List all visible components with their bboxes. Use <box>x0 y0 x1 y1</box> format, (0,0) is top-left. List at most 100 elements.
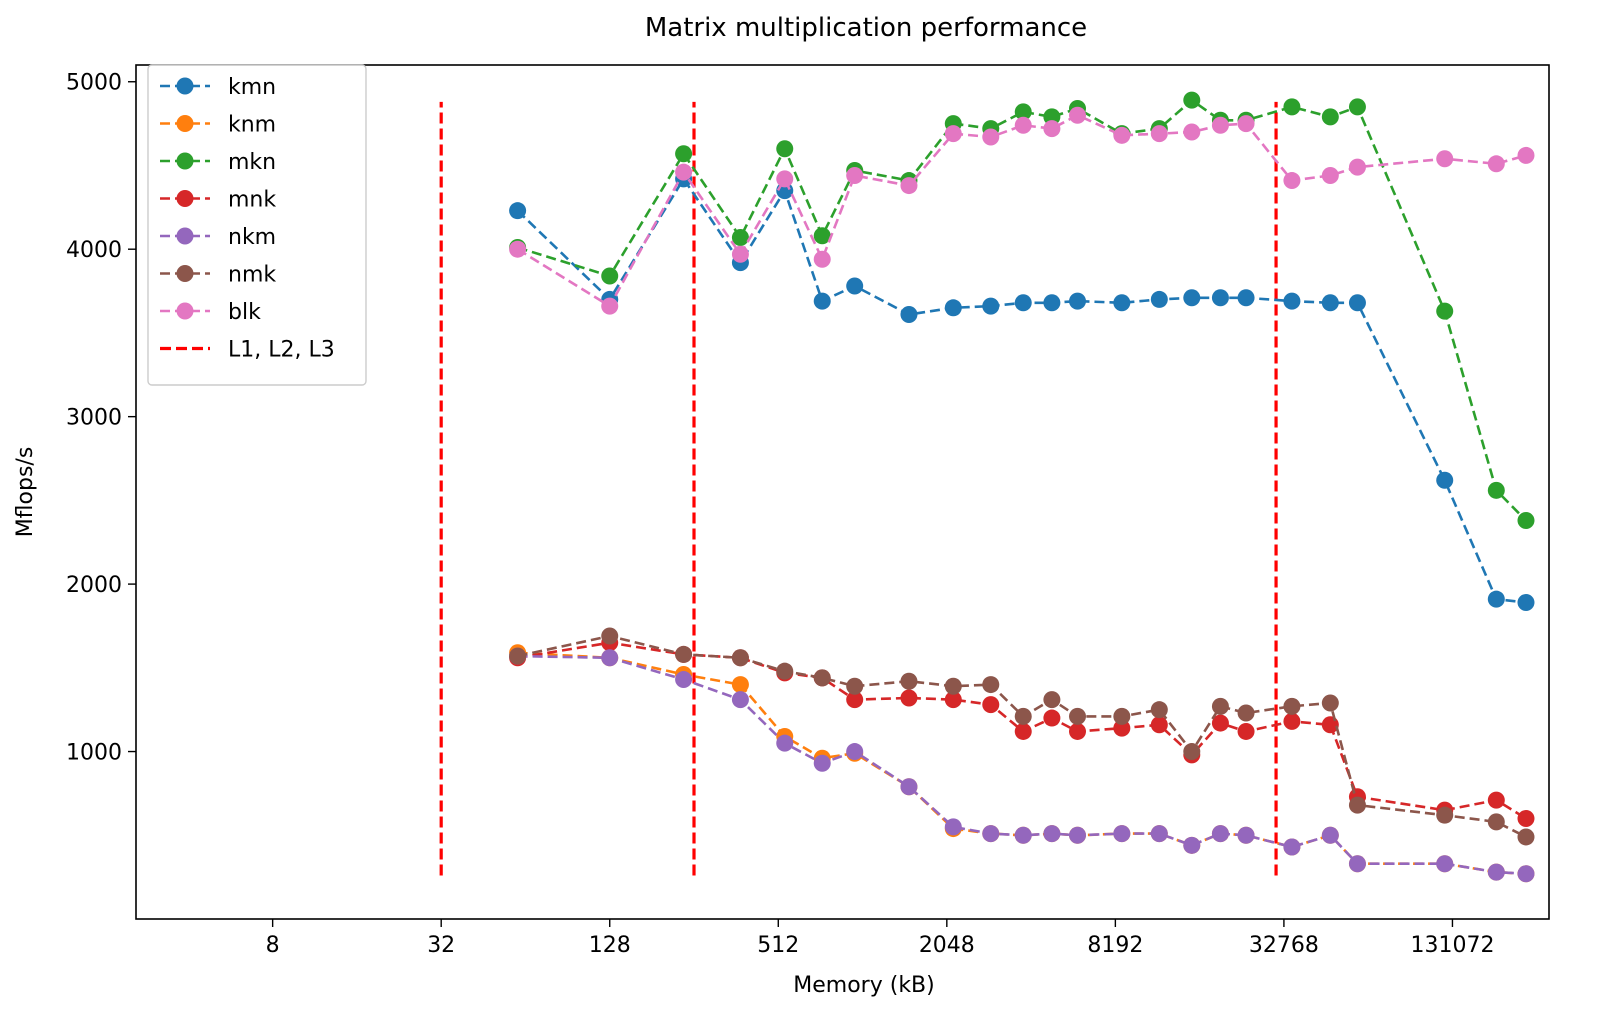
data-point-knm <box>731 676 749 694</box>
data-point-mnk <box>1237 722 1255 740</box>
data-point-nkm <box>1517 865 1535 883</box>
data-point-blk <box>1150 125 1168 143</box>
data-point-nkm <box>675 671 693 689</box>
legend-marker <box>176 77 194 95</box>
data-point-kmn <box>1211 289 1229 307</box>
data-point-blk <box>813 250 831 268</box>
legend-label: knm <box>228 113 276 138</box>
x-tick-label: 2048 <box>919 933 975 958</box>
data-point-nkm <box>944 818 962 836</box>
data-point-blk <box>1517 146 1535 164</box>
legend-marker <box>176 265 194 282</box>
data-point-nmk <box>982 676 1000 694</box>
data-point-blk <box>1183 123 1201 141</box>
data-point-nmk <box>1487 813 1505 831</box>
data-point-nkm <box>1211 825 1229 843</box>
legend-label: nmk <box>228 263 276 288</box>
data-point-nkm <box>1183 836 1201 854</box>
data-point-kmn <box>1113 294 1131 312</box>
data-point-nmk <box>509 647 527 665</box>
data-point-mnk <box>1069 722 1087 740</box>
data-point-blk <box>1069 106 1087 124</box>
legend-label: blk <box>228 300 261 325</box>
data-point-mkn <box>1348 98 1366 116</box>
data-point-kmn <box>1487 590 1505 608</box>
data-point-nkm <box>813 754 831 772</box>
data-point-blk <box>1436 150 1454 168</box>
data-point-kmn <box>1069 292 1087 310</box>
legend-label: kmn <box>228 75 276 100</box>
data-point-nkm <box>1321 826 1339 844</box>
data-point-mkn <box>813 227 831 245</box>
data-point-blk <box>1043 120 1061 138</box>
data-point-nmk <box>1517 828 1535 846</box>
data-point-kmn <box>509 202 527 220</box>
data-point-blk <box>776 170 794 188</box>
data-point-kmn <box>944 299 962 317</box>
data-point-nkm <box>731 691 749 709</box>
data-point-blk <box>944 125 962 143</box>
data-point-mnk <box>900 689 918 707</box>
data-point-mnk <box>1321 716 1339 734</box>
data-point-nmk <box>846 677 864 695</box>
data-point-blk <box>1237 115 1255 133</box>
x-tick-label: 32768 <box>1249 933 1319 958</box>
series-line-mkn <box>517 98 1527 522</box>
data-point-mnk <box>1014 722 1032 740</box>
data-point-nkm <box>601 649 619 667</box>
plot-area <box>439 91 1535 883</box>
data-point-blk <box>675 163 693 181</box>
legend-entry: nmk <box>160 263 276 288</box>
data-point-blk <box>1014 116 1032 134</box>
data-point-nmk <box>1211 697 1229 715</box>
data-point-blk <box>982 128 1000 146</box>
data-point-nmk <box>1348 796 1366 814</box>
data-point-mnk <box>944 691 962 709</box>
data-point-nmk <box>944 677 962 695</box>
data-point-nkm <box>1283 838 1301 856</box>
legend-label: mnk <box>228 188 276 213</box>
legend-marker <box>176 115 194 132</box>
data-point-mnk <box>982 696 1000 714</box>
data-point-nkm <box>1237 826 1255 844</box>
data-point-nmk <box>900 672 918 690</box>
data-point-blk <box>846 167 864 185</box>
data-point-blk <box>731 245 749 263</box>
data-point-nkm <box>776 734 794 752</box>
data-point-nmk <box>1237 704 1255 722</box>
data-point-blk <box>1113 126 1131 144</box>
data-point-mkn <box>675 145 693 163</box>
legend-marker <box>176 227 194 245</box>
data-point-nmk <box>1283 697 1301 715</box>
legend-entry: L1, L2, L3 <box>160 338 335 363</box>
legend-marker <box>176 302 194 320</box>
data-point-blk <box>1283 172 1301 190</box>
data-point-nkm <box>982 825 1000 843</box>
x-tick-label: 8192 <box>1087 933 1143 958</box>
data-point-nmk <box>1150 701 1168 719</box>
data-point-mkn <box>731 228 749 246</box>
data-point-mkn <box>1183 91 1201 109</box>
data-point-mnk <box>1283 712 1301 730</box>
legend-entry: knm <box>160 113 276 138</box>
data-point-mkn <box>1283 98 1301 116</box>
data-point-kmn <box>900 306 918 324</box>
data-point-blk <box>900 177 918 195</box>
data-point-nmk <box>601 627 619 645</box>
y-tick-label: 3000 <box>66 406 122 431</box>
data-point-nkm <box>846 743 864 761</box>
data-point-mkn <box>1321 108 1339 126</box>
x-tick-label: 512 <box>757 933 799 958</box>
legend-entry: kmn <box>160 75 276 100</box>
data-point-nkm <box>1014 826 1032 844</box>
data-point-kmn <box>1183 289 1201 307</box>
x-axis-label: Memory (kB) <box>793 973 934 998</box>
data-point-nkm <box>1436 855 1454 873</box>
data-point-nkm <box>1043 825 1061 843</box>
data-point-kmn <box>1043 294 1061 312</box>
legend-marker <box>176 152 194 170</box>
data-point-nkm <box>900 778 918 796</box>
series-blk <box>509 106 1535 315</box>
data-point-kmn <box>1237 289 1255 307</box>
